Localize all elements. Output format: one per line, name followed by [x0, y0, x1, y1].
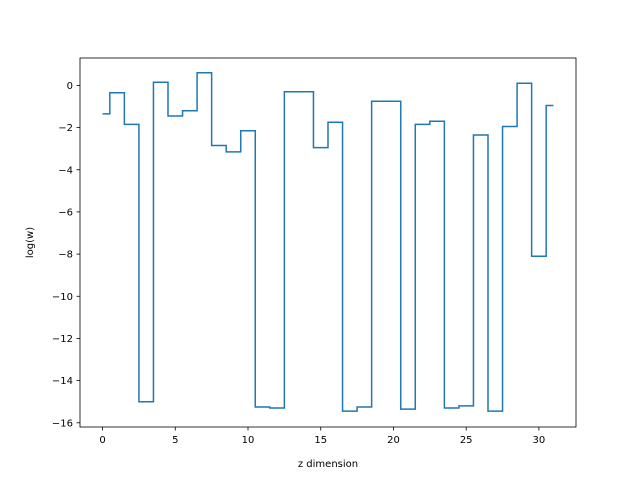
y-tick-label: 0	[67, 81, 73, 92]
y-axis-label: log(w)	[25, 227, 36, 258]
y-tick-label: −6	[58, 207, 73, 218]
x-axis-label: z dimension	[298, 459, 358, 470]
y-tick-label: −12	[52, 334, 73, 345]
x-tick-label: 20	[387, 435, 400, 446]
x-tick-label: 10	[242, 435, 255, 446]
y-tick-label: −8	[58, 250, 73, 261]
axes-frame	[79, 57, 577, 428]
series-line-0	[102, 72, 554, 412]
y-tick-label: −16	[52, 418, 73, 429]
series-layer	[102, 72, 554, 412]
axes-layer: 0 5 10 15 20 25 30 0 −2 −4 −6 −8 −10 −12 −14 −16	[52, 57, 577, 446]
x-tick-label: 15	[314, 435, 327, 446]
y-tick-label: −14	[52, 376, 73, 387]
y-tick-label: −10	[52, 292, 73, 303]
y-tick-label: −4	[58, 165, 73, 176]
x-tick-label: 5	[172, 435, 178, 446]
x-tick-label: 0	[99, 435, 105, 446]
y-tick-label: −2	[58, 123, 73, 134]
x-tick-label: 30	[533, 435, 546, 446]
x-tick-label: 25	[460, 435, 473, 446]
